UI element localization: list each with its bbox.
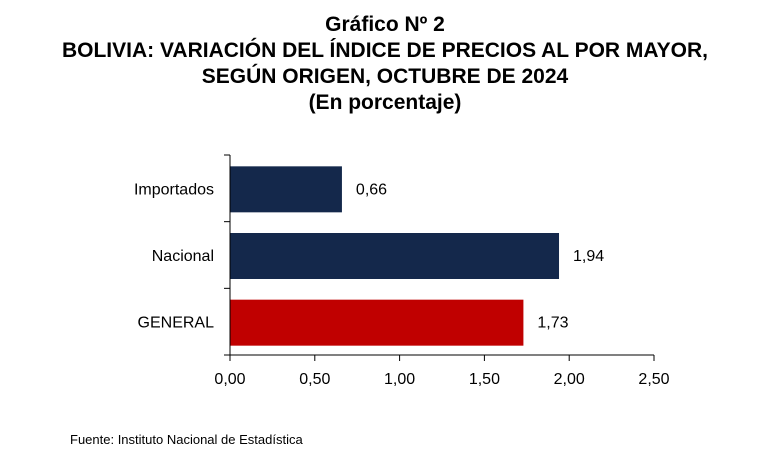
value-label-nacional: 1,94 xyxy=(573,248,604,265)
bar-general xyxy=(230,299,524,346)
x-tick-label: 2,50 xyxy=(638,371,669,388)
source-note: Fuente: Instituto Nacional de Estadístic… xyxy=(70,432,303,447)
chart-subtitle-line-1: BOLIVIA: VARIACIÓN DEL ÍNDICE DE PRECIOS… xyxy=(61,39,709,62)
bar-importados xyxy=(230,166,342,213)
x-tick-label: 0,00 xyxy=(214,371,245,388)
category-label-importados: Importados xyxy=(134,181,214,198)
chart-title-block: Gráfico Nº 2 BOLIVIA: VARIACIÓN DEL ÍNDI… xyxy=(0,12,770,116)
category-label-general: GENERAL xyxy=(138,315,215,332)
bar-nacional xyxy=(230,233,560,279)
x-tick-label: 1,00 xyxy=(384,371,415,388)
x-tick-label: 1,50 xyxy=(469,371,500,388)
chart-title: Gráfico Nº 2 xyxy=(325,13,445,36)
value-label-general: 1,73 xyxy=(537,315,568,332)
chart-subtitle-line-2: SEGÚN ORIGEN, OCTUBRE DE 2024 xyxy=(201,65,569,88)
x-tick-label: 2,00 xyxy=(554,371,585,388)
x-tick-label: 0,50 xyxy=(299,371,330,388)
category-label-nacional: Nacional xyxy=(152,248,214,265)
value-label-importados: 0,66 xyxy=(356,181,387,198)
chart-subtitle-line-3: (En porcentaje) xyxy=(308,91,462,114)
